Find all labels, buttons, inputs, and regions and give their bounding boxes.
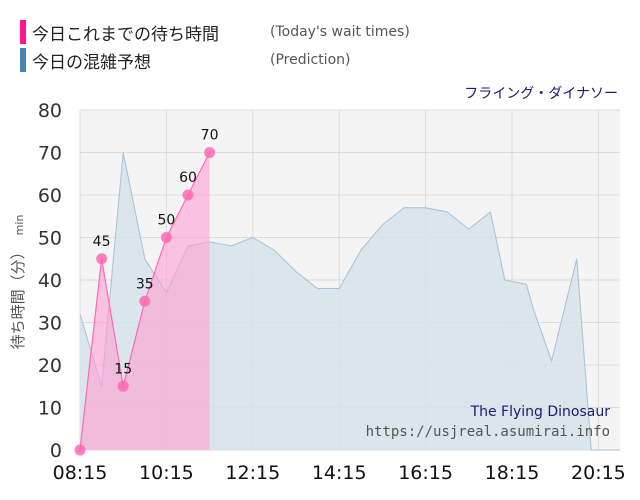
today-point-0945 (139, 295, 151, 307)
y-tick-label-10: 10 (38, 398, 62, 420)
svg-text:待ち時間（分） min: 待ち時間（分） min (8, 215, 27, 350)
prediction-area (80, 152, 620, 450)
today-point-0815 (74, 444, 86, 456)
y-tick-label-30: 30 (38, 313, 62, 335)
legend-today-sub: (Today's wait times) (270, 24, 410, 40)
legend-today-label: 今日これまでの待ち時間 (32, 24, 219, 45)
today-data-label-1115: 70 (201, 128, 219, 144)
y-tick-label-60: 60 (38, 185, 62, 207)
y-axis-title-ja: 待ち時間（分） (9, 244, 27, 349)
y-tick-label-50: 50 (38, 228, 62, 250)
today-data-label-0915: 15 (114, 361, 132, 377)
x-axis: 08:15 10:15 12:15 14:15 16:15 18:15 20:15 (53, 462, 626, 484)
today-point-0915 (117, 380, 129, 392)
legend-today-swatch (20, 20, 26, 44)
x-tick-label-1815: 18:15 (485, 462, 540, 484)
x-tick-label-0815: 08:15 (53, 462, 108, 484)
today-data-label-1045: 60 (179, 170, 197, 186)
y-tick-label-70: 70 (38, 143, 62, 165)
y-tick-label-20: 20 (38, 355, 62, 377)
watermark-url: https://usjreal.asumirai.info (366, 424, 610, 440)
y-tick-label-80: 80 (38, 100, 62, 122)
legend-prediction-swatch (20, 48, 26, 72)
today-point-1115 (204, 147, 216, 158)
x-tick-label-1215: 12:15 (225, 462, 280, 484)
y-axis-title: 待ち時間（分） min (8, 215, 27, 350)
x-tick-label-2015: 20:15 (571, 462, 626, 484)
legend-prediction-sub: (Prediction) (270, 52, 351, 68)
legend-prediction: 今日の混雑予想 (Prediction) (20, 47, 350, 73)
attraction-name: フライング・ダイナソー (464, 86, 618, 102)
y-tick-label-40: 40 (38, 270, 62, 292)
y-tick-label-0: 0 (50, 440, 62, 462)
watermark-title: The Flying Dinosaur (470, 404, 611, 420)
x-tick-label-1015: 10:15 (139, 462, 194, 484)
today-data-label-0845: 45 (93, 234, 111, 250)
today-point-1045 (182, 189, 194, 201)
today-series: 45 15 35 50 60 70 (74, 128, 219, 456)
y-axis-title-unit: min (13, 215, 26, 236)
today-data-label-1015: 50 (157, 213, 175, 229)
today-point-0845 (96, 253, 108, 265)
legend-prediction-label: 今日の混雑予想 (32, 52, 151, 73)
legend-today: 今日これまでの待ち時間 (Today's wait times) (20, 19, 410, 45)
y-axis: 0 10 20 30 40 50 60 70 80 (38, 100, 62, 462)
today-data-label-0945: 35 (136, 276, 154, 292)
x-tick-label-1615: 16:15 (398, 462, 453, 484)
today-point-1015 (160, 232, 172, 243)
x-tick-label-1415: 14:15 (312, 462, 367, 484)
